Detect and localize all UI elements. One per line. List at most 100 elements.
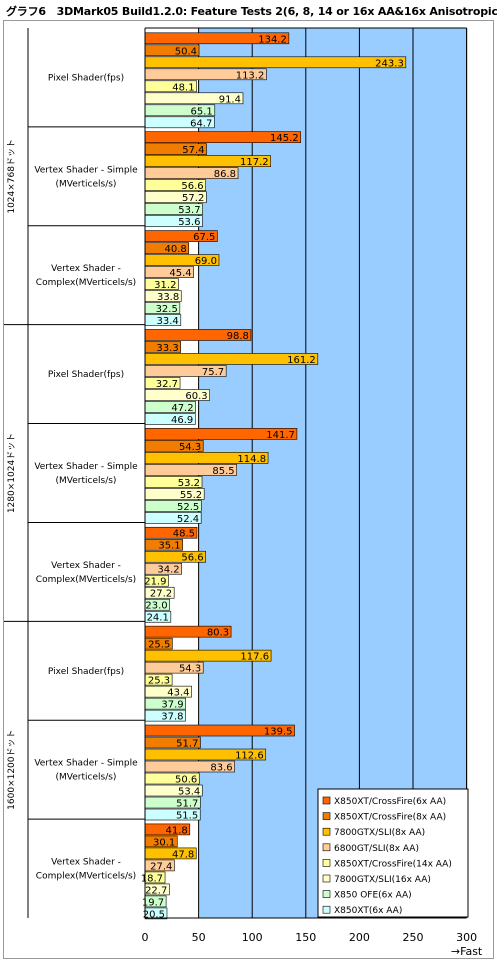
- data-label: 52.5: [177, 502, 199, 513]
- category-label: Vertex Shader - Simple: [34, 462, 138, 472]
- legend-label: X850XT(6x AA): [334, 906, 402, 916]
- data-label: 24.1: [147, 613, 169, 624]
- data-label: 86.8: [214, 169, 236, 180]
- data-label: 64.7: [190, 118, 212, 129]
- data-label: 112.6: [235, 751, 264, 762]
- data-label: 53.7: [178, 205, 200, 216]
- data-label: 56.6: [181, 181, 203, 192]
- data-label: 85.5: [212, 466, 234, 477]
- data-label: 25.5: [148, 640, 170, 651]
- legend-label: X850XT/CrossFire(14x AA): [334, 859, 452, 869]
- data-label: 80.3: [207, 628, 229, 639]
- data-label: 56.6: [181, 553, 203, 564]
- data-label: 57.4: [182, 145, 204, 156]
- legend-label: X850XT/CrossFire(6x AA): [334, 797, 446, 807]
- data-label: 33.3: [156, 343, 178, 354]
- data-label: 30.1: [153, 837, 175, 848]
- category-label: Pixel Shader(fps): [48, 667, 124, 677]
- data-label: 51.7: [176, 799, 198, 810]
- legend: [317, 788, 469, 918]
- category-label: (MVerticels/s): [56, 773, 117, 783]
- data-label: 48.1: [172, 82, 194, 93]
- data-label: 20.5: [143, 909, 165, 920]
- data-label: 91.4: [219, 94, 241, 105]
- data-label: 32.7: [156, 379, 178, 390]
- resolution-label: 1280×1024ドット: [7, 433, 17, 513]
- data-label: 46.9: [171, 415, 193, 426]
- category-label: (MVerticels/s): [56, 179, 117, 189]
- legend-swatch: [322, 859, 331, 867]
- data-label: 45.4: [169, 268, 191, 279]
- data-label: 65.1: [191, 106, 213, 117]
- data-label: 54.3: [179, 442, 201, 453]
- data-label: 141.7: [266, 430, 295, 441]
- category-label: Vertex Shader -: [51, 561, 121, 571]
- plot-background: [198, 28, 467, 918]
- outer-frame: [3, 20, 494, 959]
- data-label: 23.0: [145, 601, 167, 612]
- legend-swatch: [322, 796, 331, 805]
- data-label: 243.3: [375, 58, 404, 69]
- data-label: 35.1: [158, 541, 180, 552]
- legend-label: X850 OFE(6x AA): [334, 891, 412, 901]
- data-label: 51.7: [176, 739, 198, 750]
- data-label: 53.2: [178, 478, 200, 489]
- data-label: 53.6: [178, 217, 200, 228]
- data-label: 145.2: [270, 133, 299, 144]
- data-label: 25.3: [148, 676, 170, 687]
- legend-swatch: [322, 843, 331, 852]
- data-label: 50.6: [175, 775, 197, 786]
- data-label: 27.2: [150, 589, 172, 600]
- legend-label: 7800GTX/SLI(16x AA): [334, 875, 431, 885]
- data-label: 31.2: [154, 280, 176, 291]
- data-label: 48.5: [173, 529, 195, 540]
- data-label: 75.7: [202, 367, 224, 378]
- chart-title: グラフ6 3DMark05 Build1.2.0: Feature Tests …: [6, 5, 497, 18]
- data-label: 54.3: [179, 664, 201, 675]
- x-tick-label: 150: [295, 931, 316, 944]
- legend-swatch: [322, 874, 331, 883]
- data-label: 50.4: [175, 46, 197, 57]
- data-label: 18.7: [141, 873, 163, 884]
- legend-swatch: [322, 827, 331, 836]
- category-label: Complex(MVerticels/s): [36, 872, 136, 882]
- data-label: 21.9: [144, 577, 166, 588]
- legend-label: X850XT/CrossFire(8x AA): [334, 813, 446, 823]
- data-label: 98.8: [227, 331, 249, 342]
- x-tick-label: 300: [456, 931, 477, 944]
- data-label: 57.2: [182, 193, 204, 204]
- data-label: 52.4: [177, 514, 199, 525]
- category-label: Vertex Shader - Simple: [34, 165, 138, 175]
- legend-swatch: [322, 890, 331, 898]
- data-label: 33.8: [157, 292, 179, 303]
- data-label: 117.2: [240, 157, 269, 168]
- data-label: 41.8: [166, 825, 188, 836]
- data-label: 69.0: [195, 256, 217, 267]
- category-label: Complex(MVerticels/s): [36, 575, 136, 585]
- x-tick-label: 0: [142, 931, 149, 944]
- data-label: 47.8: [172, 849, 194, 860]
- category-label: Vertex Shader - Simple: [34, 759, 138, 769]
- data-label: 32.5: [156, 304, 178, 315]
- data-label: 60.3: [185, 391, 207, 402]
- category-label: (MVerticels/s): [56, 476, 117, 486]
- data-label: 53.4: [178, 787, 200, 798]
- category-label: Complex(MVerticels/s): [36, 278, 136, 288]
- category-label: Pixel Shader(fps): [48, 370, 124, 380]
- data-label: 22.7: [145, 885, 167, 896]
- legend-label: 7800GTX/SLI(8x AA): [334, 828, 425, 838]
- legend-label: 6800GT/SLI(8x AA): [334, 844, 419, 854]
- legend-swatch: [322, 812, 331, 820]
- data-label: 37.9: [161, 700, 183, 711]
- data-label: 161.2: [287, 355, 316, 366]
- x-tick-label: 100: [242, 931, 263, 944]
- resolution-label: 1024×768ドット: [7, 139, 17, 214]
- data-label: 40.8: [164, 244, 186, 255]
- data-label: 134.2: [258, 34, 287, 45]
- data-label: 47.2: [171, 403, 193, 414]
- data-label: 51.5: [176, 811, 198, 822]
- data-label: 114.8: [237, 454, 266, 465]
- data-label: 34.2: [157, 565, 179, 576]
- data-label: 43.4: [167, 688, 189, 699]
